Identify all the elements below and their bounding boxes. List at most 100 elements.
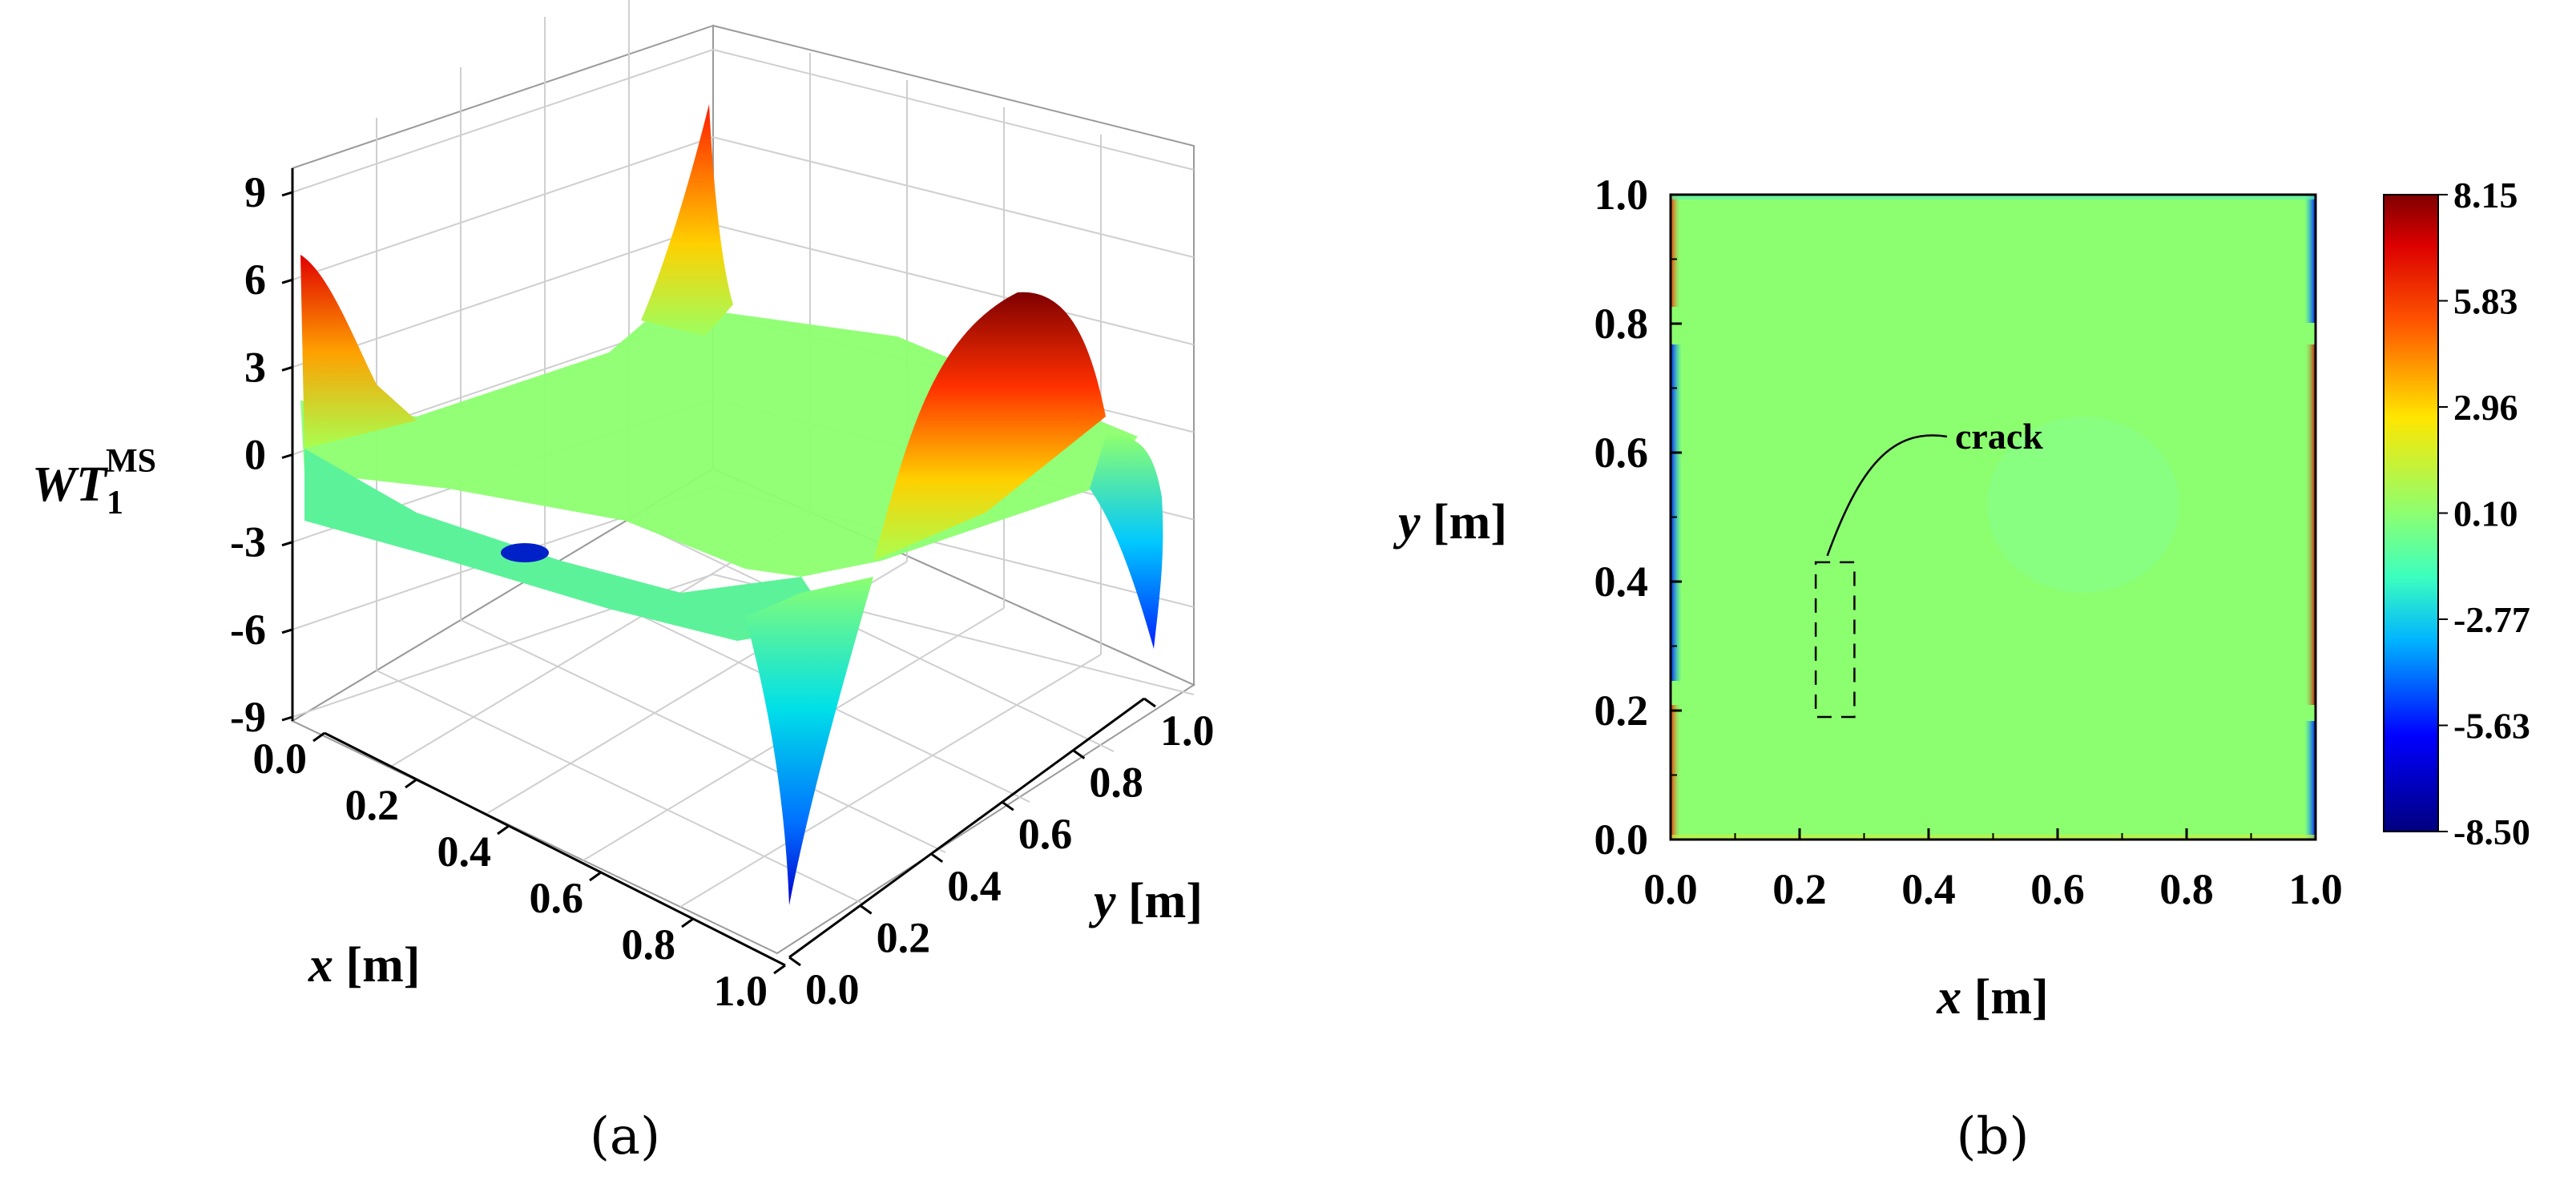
heatmap-edge-right-red (2304, 344, 2316, 705)
y-tick-label: 0.0 (1594, 815, 1649, 864)
colorbar-tick-label: 0.10 (2453, 493, 2518, 534)
wall-gridline (712, 49, 1195, 171)
surface-back-spike (641, 104, 733, 336)
z-tick-label: -9 (230, 693, 266, 741)
y-axis-ticks: 0.0 0.2 0.4 0.6 0.8 1.0 (1594, 171, 1682, 864)
y-axis-ticks: 0.0 0.2 0.4 0.6 0.8 1.0 (788, 697, 1215, 1013)
colorbar-ticks: 8.15 5.83 2.96 0.10 -2.77 -5.63 -8.50 (2438, 175, 2530, 852)
heatmap-edge-right-blue-top (2304, 195, 2316, 323)
heatmap-field (1671, 195, 2316, 840)
z-tick-label: 0 (244, 431, 266, 479)
x-axis-label: x [m] (308, 938, 420, 993)
heatmap-edge-top (1671, 195, 2316, 199)
x-axis-label: x [m] (1936, 970, 2048, 1025)
x-tick-label: 0.4 (437, 828, 492, 876)
z-tick-mark (281, 453, 293, 459)
wall-gridline (292, 49, 714, 193)
x-axis-ticks: 0.0 0.2 0.4 0.6 0.8 1.0 (253, 731, 786, 1015)
x-tick-mark (405, 778, 417, 789)
y-tick-label: 0.0 (805, 965, 860, 1013)
panel-b-heatmap: 0.0 0.2 0.4 0.6 0.8 1.0 0.0 0.2 0.4 0.6 0.8 1.0 cr… (1393, 171, 2530, 1166)
z-tick-label: 3 (244, 343, 266, 391)
colorbar (2383, 194, 2439, 832)
z-axis-ticks: 9 6 3 0 -3 -6 -9 (230, 168, 294, 741)
heatmap-edge-right-blue-bottom (2304, 721, 2316, 840)
floor-gridline (460, 619, 946, 853)
x-tick-label: 0.8 (2159, 865, 2214, 913)
y-tick-mark (1072, 749, 1086, 759)
y-tick-label: 0.8 (1594, 300, 1649, 348)
heatmap-edge-left-red-top (1671, 195, 1682, 307)
x-tick-label: 0.6 (530, 874, 584, 922)
heatmap-edge-left-blue (1671, 344, 1682, 681)
x-tick-label: 0.6 (2030, 865, 2085, 913)
z-tick-label: -3 (230, 518, 266, 566)
surface-plot (300, 104, 1163, 905)
x-tick-label: 0.0 (253, 735, 308, 783)
y-axis-line (788, 697, 1145, 959)
y-tick-label: 0.2 (877, 913, 931, 961)
y-tick-mark (859, 904, 873, 915)
z-tick-mark (281, 628, 293, 634)
colorbar-tick-label: 8.15 (2453, 175, 2518, 215)
y-tick-mark (788, 956, 801, 967)
y-tick-label: 1.0 (1160, 707, 1215, 755)
y-tick-label: 0.8 (1089, 759, 1143, 807)
floor-gridline (628, 518, 1115, 752)
y-tick-mark (1143, 697, 1156, 708)
surface-left-dip (501, 543, 549, 562)
x-tick-label: 1.0 (2288, 865, 2343, 913)
z-tick-label: -6 (230, 606, 266, 654)
y-tick-mark (1001, 800, 1014, 811)
surface-right-peak (873, 292, 1106, 561)
x-tick-label: 0.8 (622, 920, 676, 968)
y-axis-label: y [m] (1088, 874, 1203, 928)
x-tick-mark (589, 871, 602, 882)
wall-gridline (712, 224, 1195, 346)
x-tick-label: 0.0 (1643, 865, 1698, 913)
x-tick-label: 0.4 (1901, 865, 1956, 913)
z-tick-mark (281, 715, 293, 722)
z-tick-label: 9 (244, 168, 266, 216)
surface-right-dip (1090, 436, 1163, 649)
colorbar-tick-label: -8.50 (2453, 811, 2530, 852)
z-tick-mark (281, 365, 293, 372)
heatmap-low-region (1987, 417, 2179, 593)
x-tick-mark (312, 731, 325, 743)
z-tick-mark (281, 191, 293, 197)
panel-label-b: (b) (1957, 1107, 2030, 1166)
surface-front-strip (304, 449, 833, 641)
x-axis-line (324, 731, 786, 967)
y-tick-label: 1.0 (1594, 171, 1649, 219)
crack-leader-line (1826, 434, 1948, 557)
z-tick-mark (281, 541, 293, 547)
z-tick-label: 6 (244, 256, 266, 304)
x-axis-ticks: 0.0 0.2 0.4 0.6 0.8 1.0 (1643, 828, 2343, 913)
z-tick-mark (281, 278, 293, 284)
y-tick-label: 0.6 (1594, 429, 1649, 477)
surface-front-valley (745, 577, 873, 905)
y-tick-label: 0.2 (1594, 687, 1649, 735)
x-tick-mark (681, 917, 694, 928)
y-axis-label: y [m] (1393, 495, 1507, 550)
y-tick-label: 0.4 (1594, 558, 1649, 606)
floor-gridline (376, 670, 862, 904)
colorbar-tick-label: 2.96 (2453, 387, 2518, 428)
colorbar-tick-label: 5.83 (2453, 281, 2518, 322)
colorbar-tick-label: -5.63 (2453, 706, 2530, 747)
heatmap-background (1671, 195, 2316, 840)
wall-gridline (292, 224, 714, 368)
y-tick-label: 0.6 (1018, 810, 1073, 858)
x-tick-label: 0.2 (345, 781, 400, 829)
wall-gridline (292, 136, 714, 281)
x-tick-mark (497, 824, 510, 836)
surface-corner-peak (300, 255, 417, 449)
floor-gridline (679, 654, 1102, 908)
z-axis-label: WT1MS (32, 443, 156, 522)
heatmap-edge-left-red-bottom (1671, 705, 1682, 840)
crack-annotation: crack (1955, 416, 2043, 457)
y-tick-mark (930, 852, 944, 864)
y-tick-label: 0.4 (947, 862, 1002, 910)
x-tick-mark (773, 964, 786, 975)
